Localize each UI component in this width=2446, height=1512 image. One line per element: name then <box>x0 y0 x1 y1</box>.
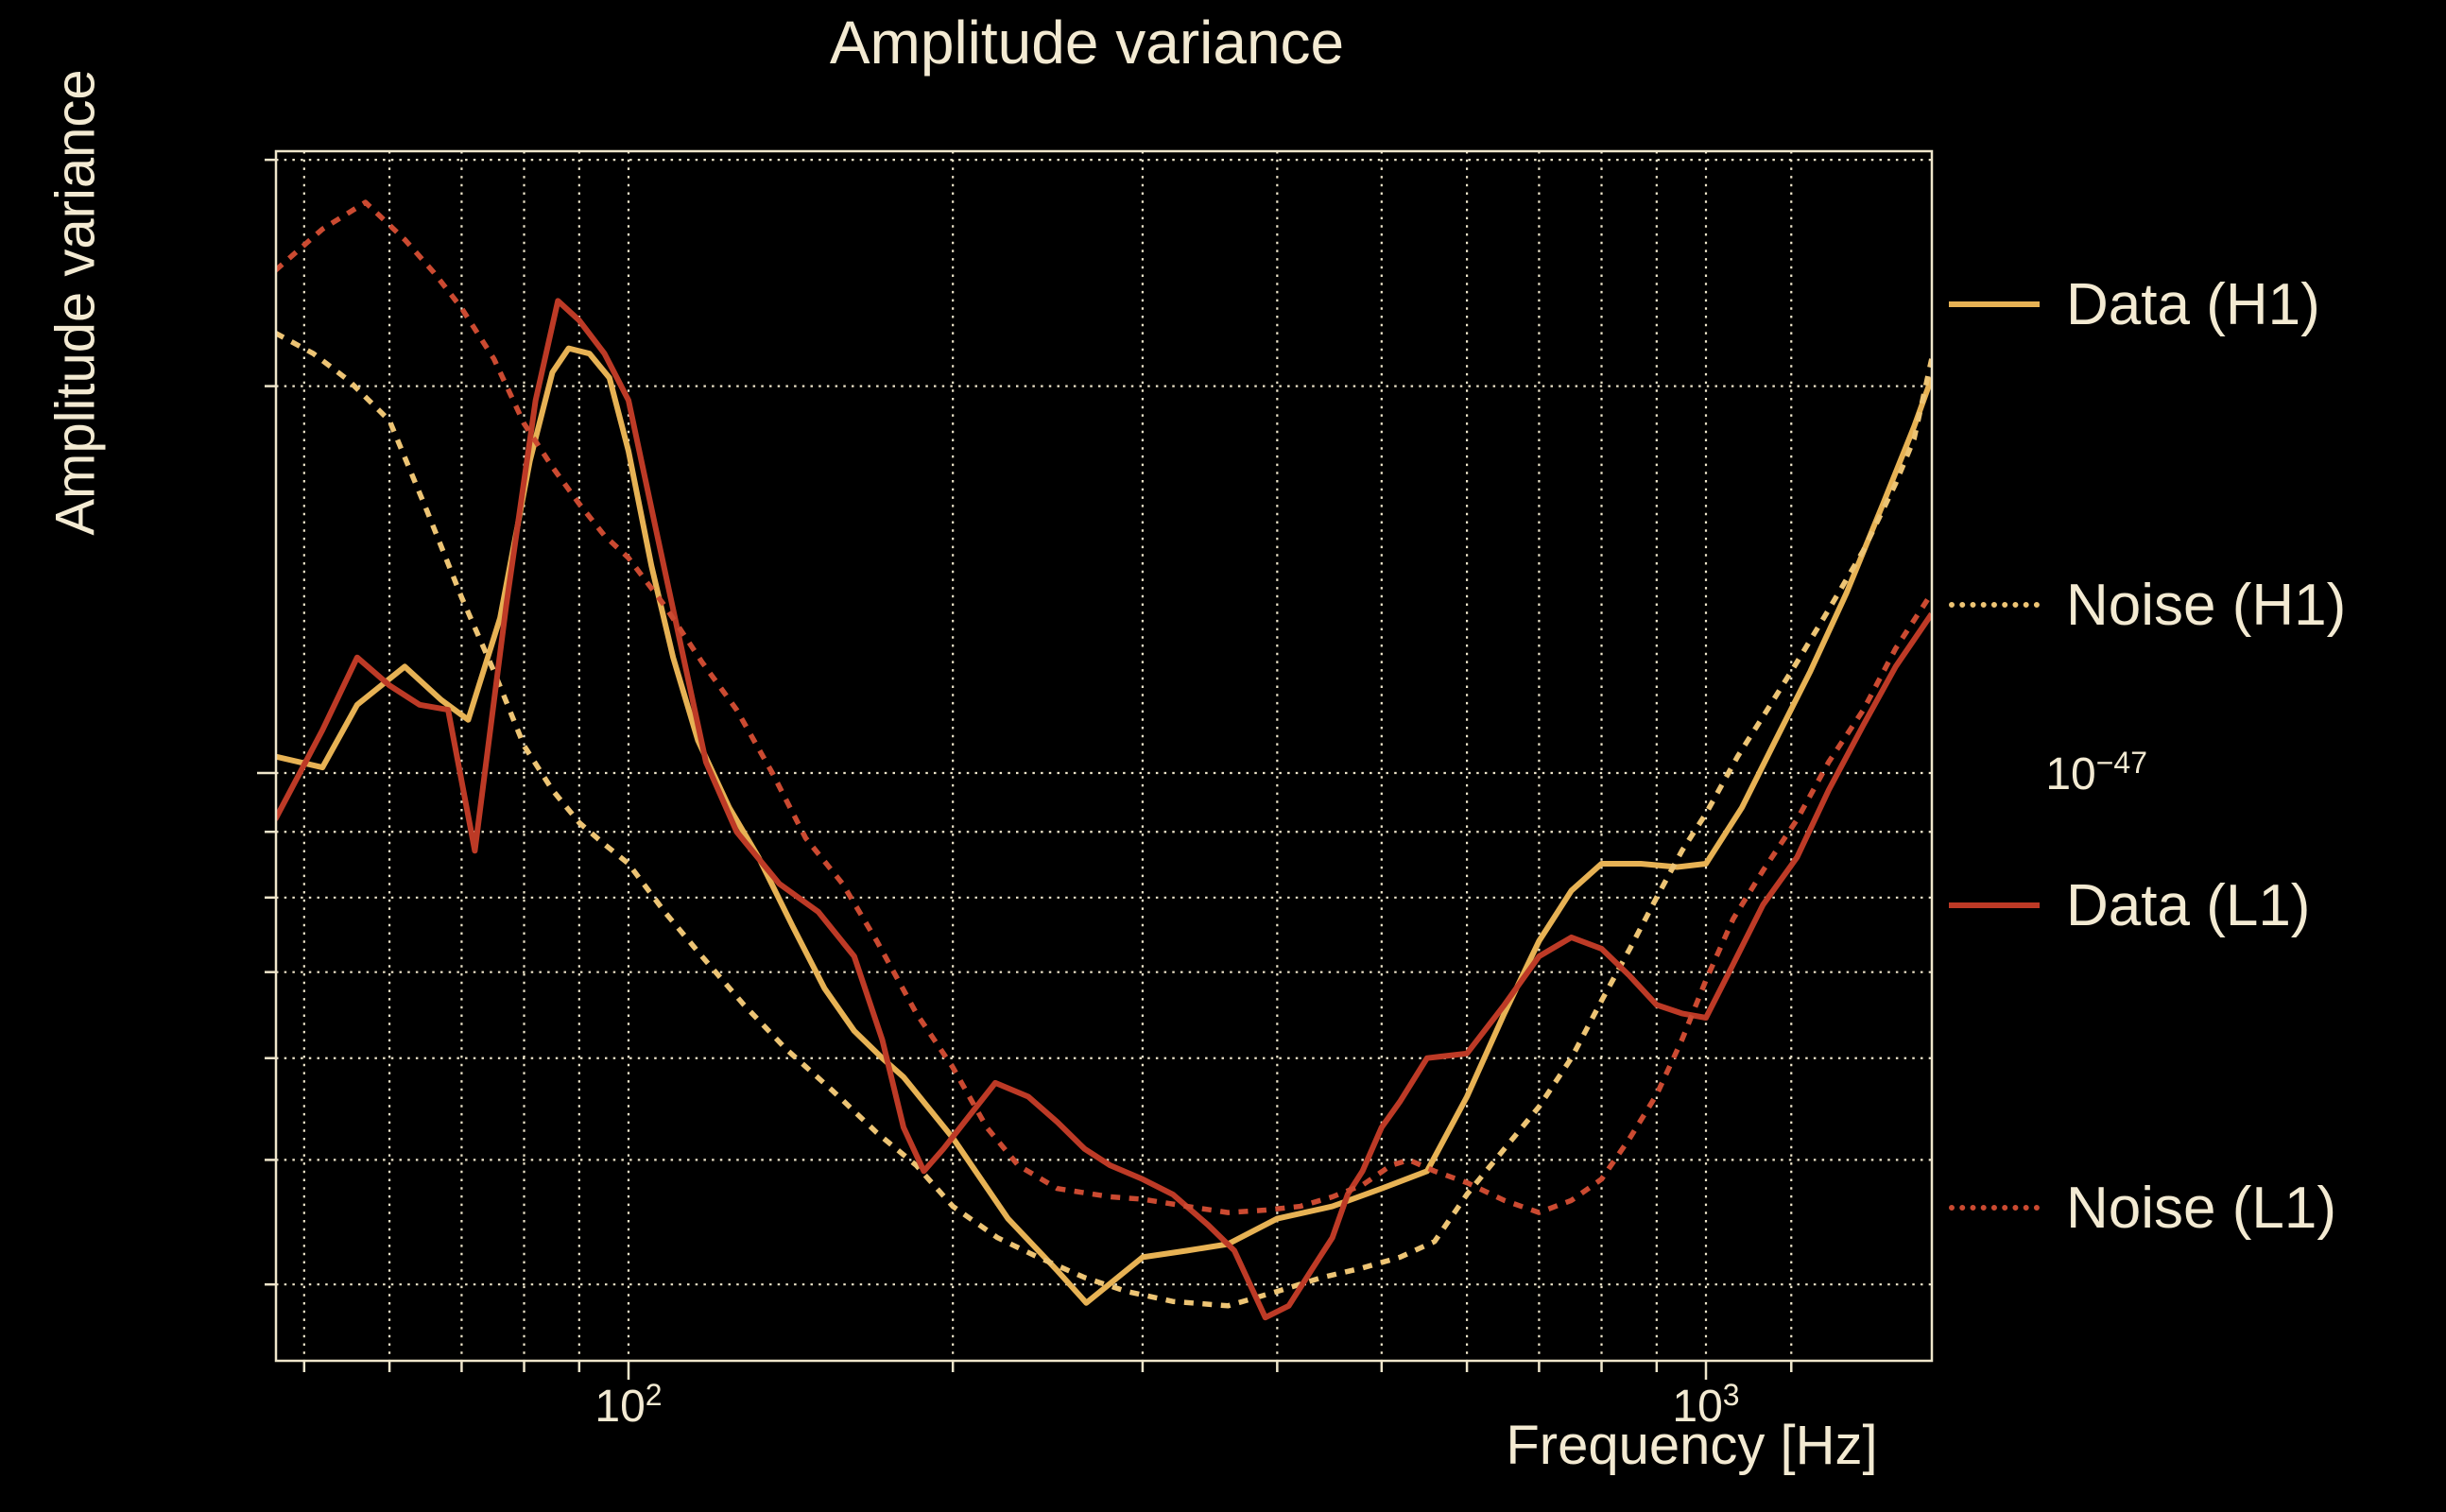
gridlines <box>276 151 1932 1361</box>
legend-item-noise-l1: Noise (L1) <box>1949 1174 2336 1242</box>
series-data-l1- <box>276 298 1932 1321</box>
y-tick-label-1e-47: 10−47 <box>2045 746 2147 799</box>
legend-item-data-h1: Data (H1) <box>1949 270 2320 338</box>
legend-label-noise-l1: Noise (L1) <box>2066 1175 2336 1241</box>
legend-label-data-l1: Data (L1) <box>2066 872 2311 938</box>
legend-line-data-h1-icon <box>1949 301 2040 307</box>
legend-label-data-h1: Data (H1) <box>2066 271 2320 337</box>
series-noise-h1- <box>276 330 1932 1309</box>
series-curves <box>276 199 1932 1321</box>
series-data-h1- <box>276 345 1932 1306</box>
legend-item-noise-h1: Noise (H1) <box>1949 571 2346 639</box>
x-tick-label-100: 102 <box>594 1378 663 1432</box>
legend-line-noise-l1-icon <box>1949 1205 2040 1211</box>
legend-label-noise-h1: Noise (H1) <box>2066 572 2347 638</box>
series-noise-l1- <box>276 199 1932 1215</box>
x-tick-label-1000: 103 <box>1672 1378 1740 1432</box>
chart-title: Amplitude variance <box>829 9 1345 77</box>
legend-line-noise-h1-icon <box>1949 602 2040 608</box>
y-axis-label: Amplitude variance <box>44 69 107 536</box>
legend-item-data-l1: Data (L1) <box>1949 871 2310 939</box>
legend-line-data-l1-icon <box>1949 902 2040 908</box>
tick-marks <box>257 158 1793 1380</box>
axes-spines <box>274 149 1934 1363</box>
x-axis-label: Frequency [Hz] <box>1506 1415 1878 1476</box>
